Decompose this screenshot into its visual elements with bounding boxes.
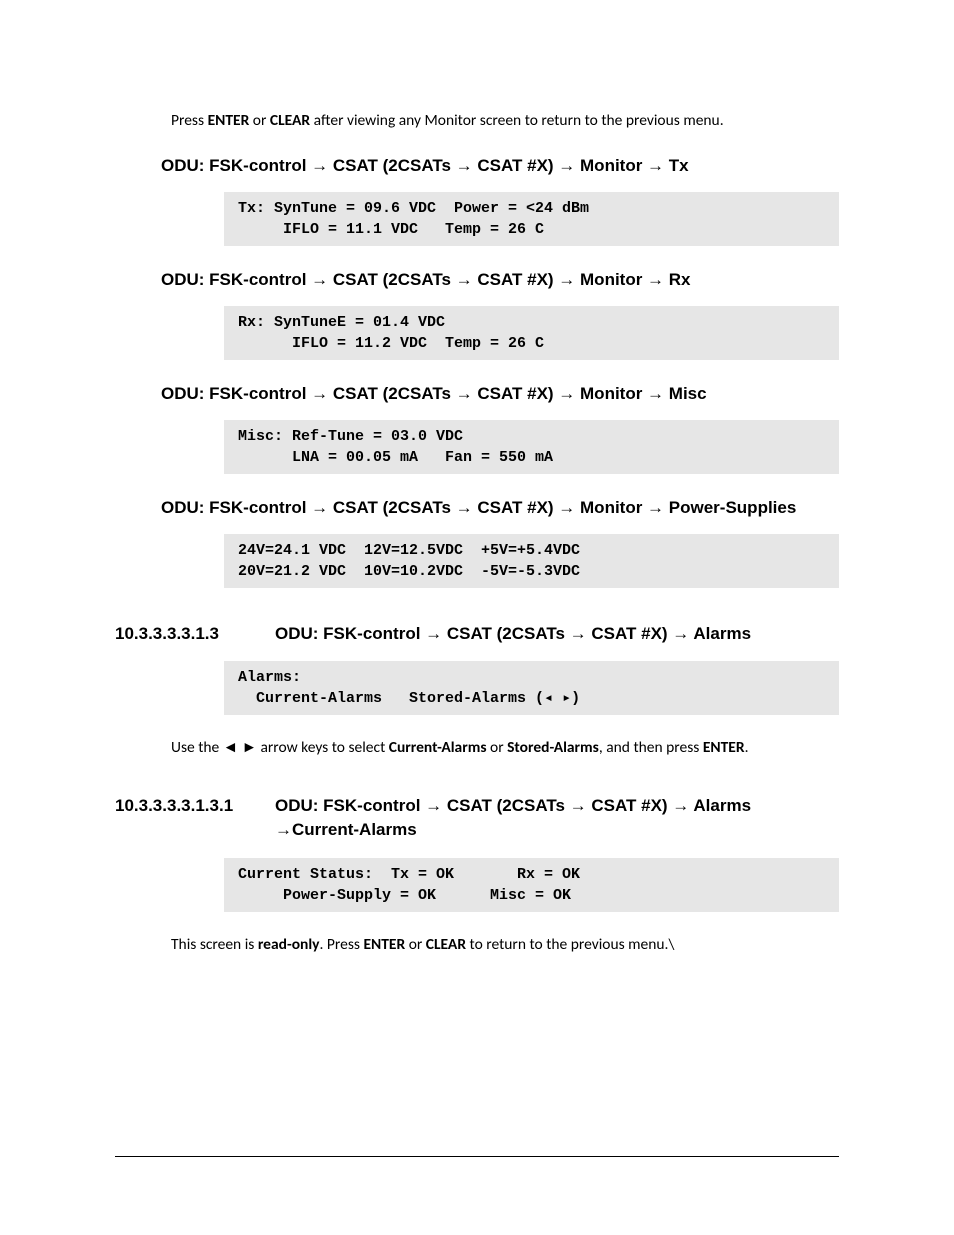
heading-monitor-tx: ODU: FSK-control → CSAT (2CSATs → CSAT #… [161, 154, 839, 178]
alarms-help-b2: Stored-Alarms [507, 738, 599, 757]
code-monitor-ps: 24V=24.1 VDC 12V=12.5VDC +5V=+5.4VDC 20V… [224, 534, 839, 588]
alarms-help-p2: arrow keys to select [257, 738, 389, 757]
alarms-help-p1: Use the [171, 738, 223, 757]
alarms-help-para: Use the ◄ ► arrow keys to select Current… [171, 737, 839, 759]
alarms-help-b3: ENTER [703, 738, 745, 757]
code-alarms: Alarms: Current-Alarms Stored-Alarms (◂ … [224, 661, 839, 715]
footer-rule [115, 1156, 839, 1157]
code-monitor-tx: Tx: SynTune = 09.6 VDC Power = <24 dBm I… [224, 192, 839, 246]
section-alarms-num: 10.3.3.3.3.1.3 [115, 624, 275, 644]
intro-mid: or [249, 111, 270, 130]
section-alarms: 10.3.3.3.3.1.3 ODU: FSK-control → CSAT (… [115, 622, 839, 646]
readonly-p2: . Press [320, 935, 364, 954]
code-current-status: Current Status: Tx = OK Rx = OK Power-Su… [224, 858, 839, 912]
readonly-b3: CLEAR [426, 935, 466, 954]
section-current-text: ODU: FSK-control → CSAT (2CSATs → CSAT #… [275, 794, 839, 842]
readonly-p1: This screen is [171, 935, 258, 954]
alarms-help-p5: . [745, 738, 749, 757]
heading-monitor-ps: ODU: FSK-control → CSAT (2CSATs → CSAT #… [161, 496, 839, 520]
readonly-b2: ENTER [363, 935, 405, 954]
intro-key-clear: CLEAR [270, 111, 310, 130]
readonly-p3: or [405, 935, 426, 954]
readonly-p4: to return to the previous menu.\ [466, 935, 674, 954]
alarms-help-p3: or [487, 738, 508, 757]
code-monitor-misc: Misc: Ref-Tune = 03.0 VDC LNA = 00.05 mA… [224, 420, 839, 474]
alarms-help-p4: , and then press [599, 738, 703, 757]
intro-prefix: Press [171, 111, 208, 130]
alarms-help-b1: Current-Alarms [389, 738, 487, 757]
section-current-num: 10.3.3.3.3.1.3.1 [115, 796, 275, 816]
section-current-alarms: 10.3.3.3.3.1.3.1 ODU: FSK-control → CSAT… [115, 794, 839, 842]
section-alarms-text: ODU: FSK-control → CSAT (2CSATs → CSAT #… [275, 622, 839, 646]
intro-suffix: after viewing any Monitor screen to retu… [310, 111, 723, 130]
code-monitor-rx: Rx: SynTuneE = 01.4 VDC IFLO = 11.2 VDC … [224, 306, 839, 360]
readonly-b1: read-only [258, 935, 320, 954]
readonly-para: This screen is read-only. Press ENTER or… [171, 934, 839, 956]
arrow-keys-icon: ◄ ► [223, 738, 257, 757]
heading-monitor-misc: ODU: FSK-control → CSAT (2CSATs → CSAT #… [161, 382, 839, 406]
heading-monitor-rx: ODU: FSK-control → CSAT (2CSATs → CSAT #… [161, 268, 839, 292]
intro-para: Press ENTER or CLEAR after viewing any M… [171, 110, 839, 132]
intro-key-enter: ENTER [208, 111, 250, 130]
